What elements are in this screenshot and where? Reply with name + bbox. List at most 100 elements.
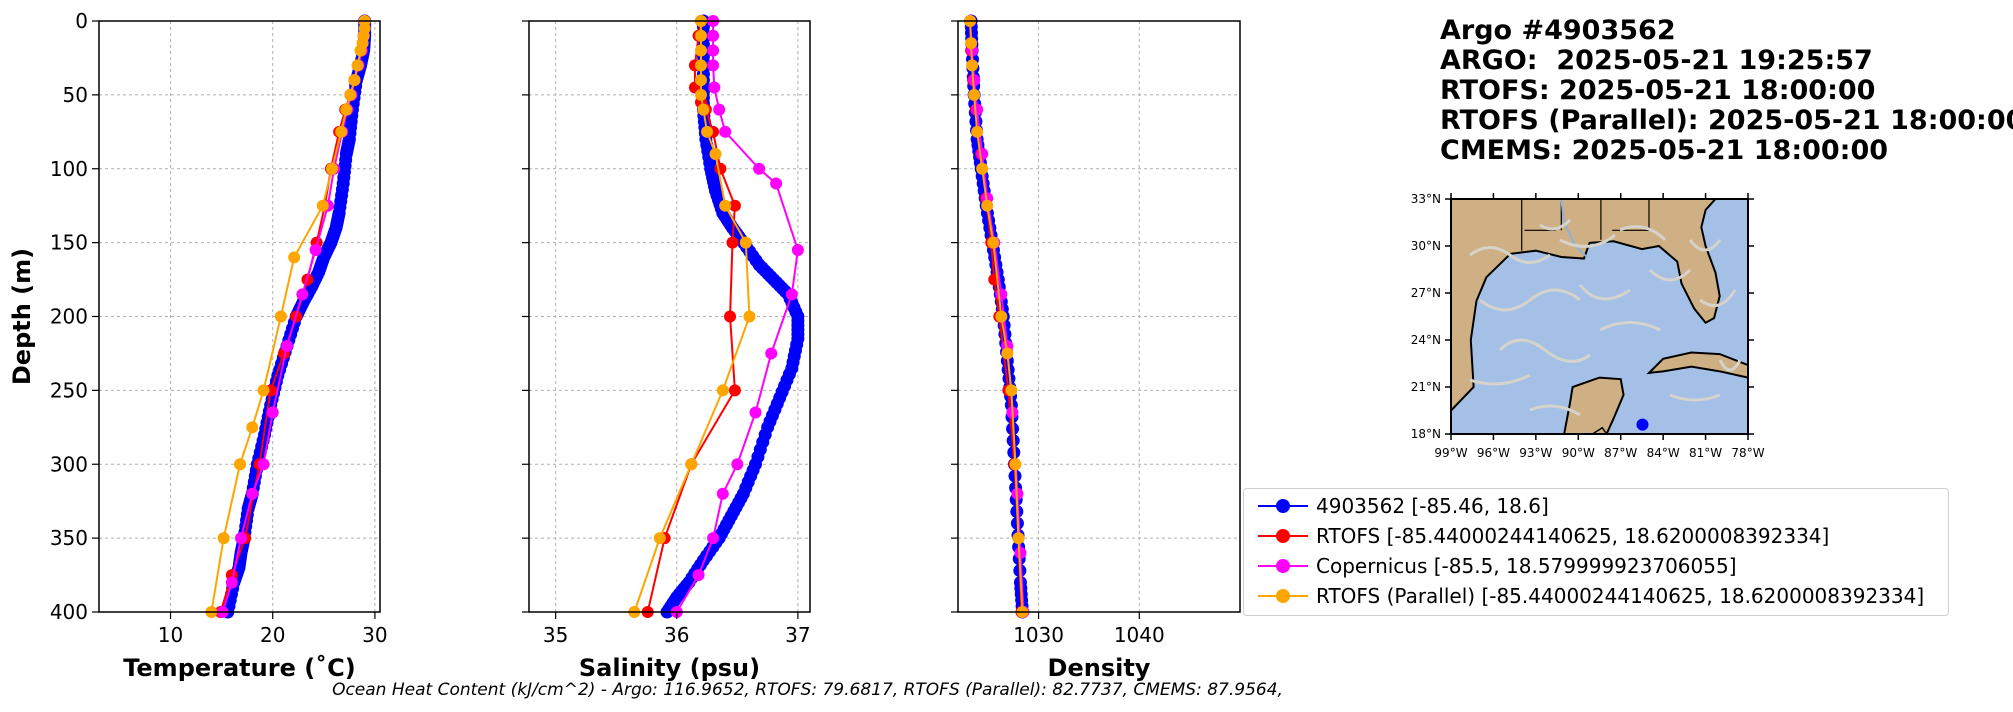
map-lat-label: 33°N — [1411, 192, 1441, 206]
y-tick-label: 150 — [50, 231, 88, 255]
data-point-rtofs-parallel — [653, 532, 666, 545]
y-tick-label: 50 — [63, 83, 88, 107]
data-point-copernicus — [707, 29, 720, 42]
data-point-rtofs-parallel — [246, 421, 259, 434]
data-point-copernicus — [719, 125, 732, 138]
x-tick-label: 37 — [785, 623, 810, 647]
map-streamline — [1718, 359, 1742, 372]
data-point-copernicus — [753, 162, 766, 175]
data-point-rtofs-parallel — [971, 125, 984, 138]
data-point-copernicus — [707, 44, 720, 57]
title-line-parallel-time: RTOFS (Parallel): 2025-05-21 18:00:00 — [1440, 105, 2013, 136]
map-lon-label: 99°W — [1434, 446, 1467, 460]
data-point-rtofs-parallel — [694, 74, 707, 87]
x-tick-label: 30 — [362, 623, 387, 647]
data-point-rtofs-parallel — [694, 29, 707, 42]
data-point-rtofs-parallel — [966, 59, 979, 72]
y-tick-label: 0 — [75, 9, 88, 33]
float-location-marker — [1636, 418, 1649, 431]
data-point-copernicus — [225, 576, 238, 589]
map-streamline — [1688, 239, 1722, 252]
data-point-rtofs-parallel — [1001, 347, 1014, 360]
data-point-rtofs-parallel — [354, 44, 367, 57]
x-tick-label: 20 — [260, 623, 285, 647]
data-point-copernicus — [246, 487, 259, 500]
legend-item-copernicus: Copernicus [-85.5, 18.579999923706055] — [1244, 551, 1737, 581]
map-streamline — [1529, 404, 1581, 417]
data-point-copernicus — [296, 288, 309, 301]
data-point-rtofs-parallel — [217, 532, 230, 545]
data-point-copernicus — [716, 487, 729, 500]
data-point-rtofs-parallel — [351, 59, 364, 72]
data-point-rtofs-parallel — [1005, 384, 1018, 397]
density-panel: 1030 1040 Density — [951, 14, 1241, 682]
map-streamline — [1479, 288, 1581, 312]
map-streamline — [1699, 289, 1737, 308]
data-point-rtofs-parallel — [288, 251, 301, 264]
data-point-rtofs-parallel — [325, 162, 338, 175]
legend-item-argo: 4903562 [-85.46, 18.6] — [1244, 491, 1549, 521]
map-frame — [1450, 198, 1749, 435]
map-lon-label: 93°W — [1519, 446, 1552, 460]
data-point-rtofs-parallel — [335, 125, 348, 138]
map-lat-label: 24°N — [1411, 333, 1441, 347]
x-tick-label: 1040 — [1114, 623, 1165, 647]
y-axis-title: Depth (m) — [8, 248, 36, 385]
map-lat-label: 30°N — [1411, 239, 1441, 253]
y-tick-label: 350 — [50, 526, 88, 550]
data-point-copernicus — [281, 340, 294, 353]
data-point-copernicus — [309, 244, 322, 257]
data-point-rtofs — [714, 162, 727, 175]
series-line-rtofs-parallel — [633, 21, 751, 613]
data-point-rtofs-parallel — [234, 458, 247, 471]
map-yucatan — [1562, 376, 1625, 435]
temperature-panel: 10 20 30050100150200250300350400Temperatur… — [8, 9, 388, 682]
data-point-rtofs-parallel — [701, 125, 714, 138]
data-point-rtofs-parallel — [981, 199, 994, 212]
map-lat-label: 27°N — [1411, 286, 1441, 300]
legend-item-rtofs: RTOFS [-85.44000244140625, 18.6200008392… — [1244, 521, 1829, 551]
map-river — [1560, 198, 1588, 258]
title-line-rtofs-time: RTOFS: 2025-05-21 18:00:00 — [1440, 75, 1876, 106]
data-point-rtofs-parallel — [694, 44, 707, 57]
data-point-rtofs-parallel — [709, 147, 722, 160]
data-point-copernicus — [692, 569, 705, 582]
data-point-rtofs-parallel — [685, 458, 698, 471]
map-streamline — [1539, 218, 1572, 231]
data-point-copernicus — [968, 74, 981, 87]
map-lat-label: 21°N — [1411, 380, 1441, 394]
data-point-rtofs-parallel — [968, 88, 981, 101]
x-tick-label: 36 — [664, 623, 689, 647]
map-streamline — [1559, 233, 1616, 248]
data-point-copernicus — [785, 288, 798, 301]
ohc-caption: Ocean Heat Content (kJ/cm^2) - Argo: 116… — [332, 680, 1283, 700]
title-line-cmems-time: CMEMS: 2025-05-21 18:00:00 — [1440, 135, 1889, 166]
data-point-copernicus — [971, 103, 984, 116]
data-point-copernicus — [765, 347, 778, 360]
data-point-copernicus — [749, 406, 762, 419]
data-point-rtofs-parallel — [1012, 532, 1025, 545]
data-point-copernicus — [266, 406, 279, 419]
y-tick-label: 250 — [50, 378, 88, 402]
data-point-copernicus — [707, 59, 720, 72]
legend: 4903562 [-85.46, 18.6] RTOFS [-85.440002… — [1243, 488, 1949, 616]
legend-label: 4903562 [-85.46, 18.6] — [1316, 494, 1549, 518]
legend-swatch — [1254, 521, 1312, 551]
data-point-rtofs-parallel — [987, 236, 1000, 249]
map-streamline — [1619, 225, 1667, 242]
location-map: 99°W 96°W 93°W 90°W 87°W 84°W 81°W 78°W 33°N 30°N… — [1411, 192, 1765, 460]
y-tick-label: 400 — [50, 600, 88, 624]
map-lon-label: 90°W — [1562, 446, 1595, 460]
data-point-rtofs-parallel — [719, 199, 732, 212]
data-point-rtofs-parallel — [340, 103, 353, 116]
data-point-rtofs-parallel — [257, 384, 270, 397]
map-streamline — [1669, 393, 1721, 402]
title-line-argo-time: ARGO: 2025-05-21 19:25:57 — [1440, 45, 1873, 76]
map-lon-label: 78°W — [1731, 446, 1764, 460]
data-point-rtofs-parallel — [344, 88, 357, 101]
data-point-copernicus — [1014, 546, 1027, 559]
data-point-copernicus — [731, 458, 744, 471]
data-point-rtofs-parallel — [995, 310, 1008, 323]
legend-swatch — [1254, 551, 1312, 581]
